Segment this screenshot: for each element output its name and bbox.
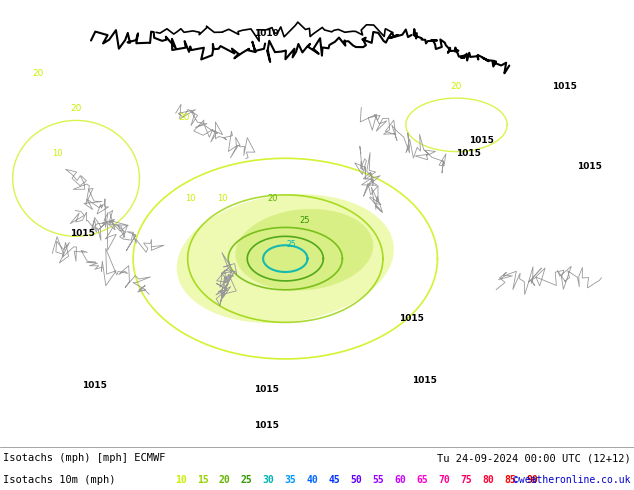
Text: Isotachs (mph) [mph] ECMWF: Isotachs (mph) [mph] ECMWF [3, 453, 165, 463]
Text: 20: 20 [70, 104, 82, 114]
Text: 90: 90 [527, 475, 538, 485]
Text: 1015: 1015 [399, 314, 424, 323]
Ellipse shape [177, 194, 394, 323]
Text: 10: 10 [185, 194, 195, 203]
Text: 70: 70 [439, 475, 451, 485]
Text: 1015: 1015 [552, 82, 576, 91]
Ellipse shape [235, 209, 373, 291]
Text: 80: 80 [482, 475, 495, 485]
Text: 20: 20 [451, 82, 462, 91]
Text: 1015: 1015 [469, 136, 494, 145]
Text: 1015: 1015 [70, 229, 94, 238]
Text: 75: 75 [461, 475, 472, 485]
Text: 1010: 1010 [254, 29, 279, 38]
Text: Isotachs 10m (mph): Isotachs 10m (mph) [3, 475, 115, 485]
Text: 25: 25 [287, 241, 297, 249]
Text: 1015: 1015 [82, 381, 107, 390]
Text: 1015: 1015 [254, 421, 279, 430]
Text: 10: 10 [52, 149, 62, 158]
Text: 30: 30 [262, 475, 275, 485]
Text: 10: 10 [175, 475, 186, 485]
Text: 20: 20 [178, 113, 190, 122]
Text: 55: 55 [373, 475, 384, 485]
Text: 85: 85 [505, 475, 517, 485]
Text: 1015: 1015 [456, 149, 481, 158]
Text: 25: 25 [299, 216, 309, 225]
Text: 50: 50 [351, 475, 363, 485]
Text: 60: 60 [395, 475, 406, 485]
Text: 40: 40 [307, 475, 318, 485]
Text: 65: 65 [417, 475, 429, 485]
Text: 1015: 1015 [577, 163, 602, 172]
Text: 20: 20 [32, 69, 44, 78]
Text: 15: 15 [197, 475, 209, 485]
Text: 45: 45 [329, 475, 340, 485]
Text: 1015: 1015 [412, 376, 437, 386]
Text: 25: 25 [241, 475, 252, 485]
Text: ©weatheronline.co.uk: ©weatheronline.co.uk [514, 475, 631, 485]
Text: 10: 10 [217, 194, 227, 203]
Text: 1015: 1015 [254, 386, 279, 394]
Text: 20: 20 [219, 475, 231, 485]
Text: 20: 20 [268, 194, 278, 203]
Text: 35: 35 [285, 475, 297, 485]
Text: Tu 24-09-2024 00:00 UTC (12+12): Tu 24-09-2024 00:00 UTC (12+12) [437, 453, 631, 463]
